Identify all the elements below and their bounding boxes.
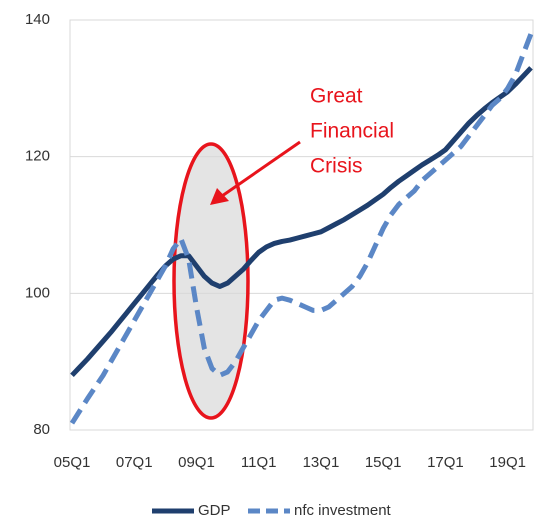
x-tick-label: 11Q1 <box>241 454 277 471</box>
arrow-shaft <box>221 140 301 198</box>
arrow-head <box>210 188 229 205</box>
plot-frame <box>69 19 534 431</box>
grid <box>70 19 533 431</box>
series-line <box>70 66 533 378</box>
y-tick-label: 120 <box>25 148 50 165</box>
x-tick-label: 09Q1 <box>178 454 215 471</box>
annotation: Great <box>310 85 363 108</box>
annotation: Crisis <box>310 155 363 178</box>
y-tick-label: 100 <box>25 284 50 301</box>
legend-label: nfc investment <box>294 502 392 519</box>
annotation: Financial <box>310 120 394 143</box>
x-tick-label: 17Q1 <box>427 454 464 471</box>
x-tick-label: 15Q1 <box>365 454 402 471</box>
y-tick-label: 80 <box>33 421 50 438</box>
x-tick-label: 05Q1 <box>54 454 91 471</box>
x-tick-label: 19Q1 <box>489 454 526 471</box>
legend-label: GDP <box>198 502 231 519</box>
series-line <box>69 32 534 425</box>
x-tick-label: 13Q1 <box>303 454 340 471</box>
lines <box>69 32 534 425</box>
y-tick-label: 140 <box>25 11 50 28</box>
x-tick-label: 07Q1 <box>116 454 153 471</box>
